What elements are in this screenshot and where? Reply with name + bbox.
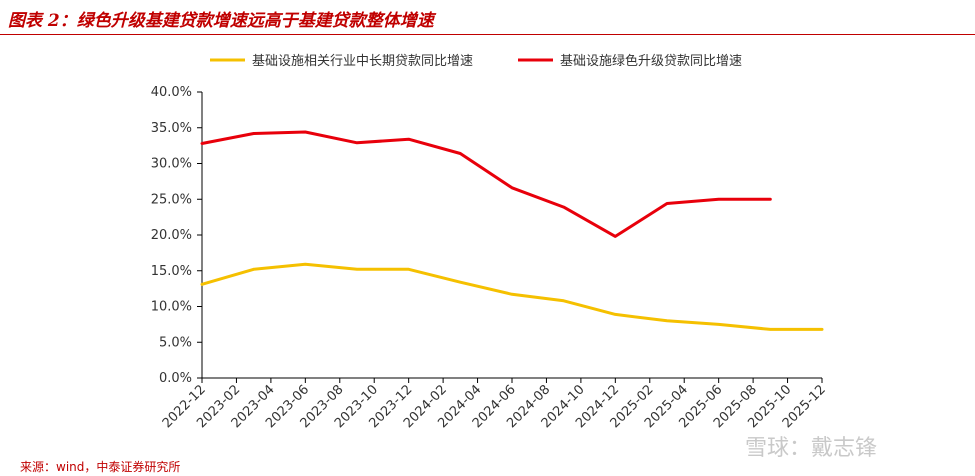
y-tick-label: 40.0%	[151, 85, 192, 100]
title-divider	[0, 34, 975, 35]
series-line-2	[200, 130, 772, 238]
watermark: 雪球：戴志锋	[745, 436, 878, 461]
y-tick-label: 10.0%	[151, 300, 192, 315]
y-tick-label: 20.0%	[151, 228, 192, 243]
y-tick-label: 5.0%	[159, 335, 192, 350]
y-tick-label: 35.0%	[151, 121, 192, 136]
series-line-1	[200, 262, 824, 331]
legend-label-1: 基础设施相关行业中长期贷款同比增速	[252, 54, 473, 69]
y-tick-label: 25.0%	[151, 192, 192, 207]
figure-title: 图表 2：绿色升级基建贷款增速远高于基建贷款整体增速	[8, 11, 434, 31]
legend-label-2: 基础设施绿色升级贷款同比增速	[560, 53, 742, 69]
y-tick-label: 15.0%	[151, 264, 192, 279]
y-tick-label: 0.0%	[159, 371, 192, 386]
y-tick-label: 30.0%	[151, 157, 192, 172]
source-note: 来源：wind，中泰证券研究所	[20, 460, 181, 474]
